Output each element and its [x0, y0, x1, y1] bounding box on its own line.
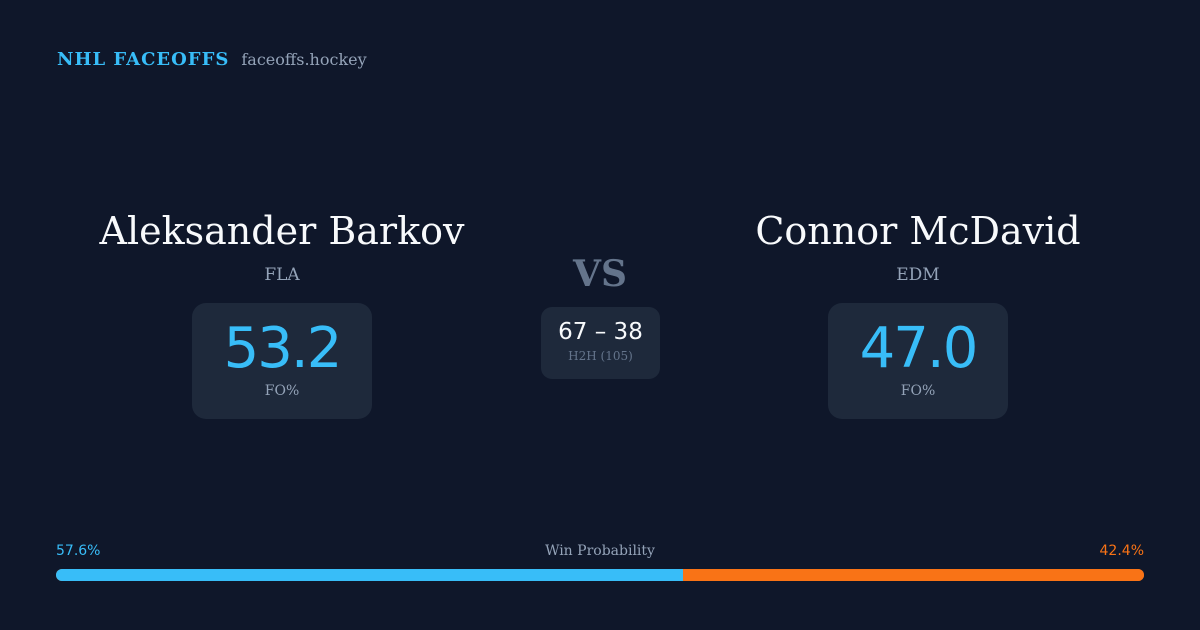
player-team: EDM — [896, 265, 940, 285]
brand-name: NHL FACEOFFS — [57, 49, 230, 70]
player-left: Aleksander Barkov FLA 53.2 FO% — [52, 205, 512, 419]
faceoff-pct-label: FO% — [264, 383, 300, 399]
faceoff-pct-value: 53.2 — [223, 316, 343, 381]
faceoff-pct-card: 53.2 FO% — [191, 303, 373, 419]
win-prob-left: 57.6% — [56, 543, 101, 559]
brand-site: faceoffs.hockey — [241, 50, 367, 69]
win-prob-title: Win Probability — [545, 543, 655, 559]
head-to-head-card: 67 – 38 H2H (105) — [541, 307, 660, 379]
win-prob-bar-left — [56, 569, 683, 581]
vs-label: VS — [573, 253, 627, 295]
win-prob-bar — [56, 569, 1144, 581]
win-prob-bar-right — [682, 569, 1144, 581]
player-team: FLA — [264, 265, 300, 285]
h2h-score: 67 – 38 — [558, 319, 643, 345]
faceoff-pct-value: 47.0 — [859, 316, 979, 381]
player-name: Connor McDavid — [755, 209, 1081, 253]
player-right: Connor McDavid EDM 47.0 FO% — [688, 205, 1148, 419]
h2h-label: H2H (105) — [568, 349, 633, 363]
faceoff-pct-card: 47.0 FO% — [827, 303, 1009, 419]
player-name: Aleksander Barkov — [99, 209, 465, 253]
faceoff-pct-label: FO% — [900, 383, 936, 399]
brand-header: NHL FACEOFFS faceoffs.hockey — [57, 49, 367, 70]
win-prob-right: 42.4% — [1099, 543, 1144, 559]
win-probability: 57.6% Win Probability 42.4% — [56, 543, 1144, 581]
